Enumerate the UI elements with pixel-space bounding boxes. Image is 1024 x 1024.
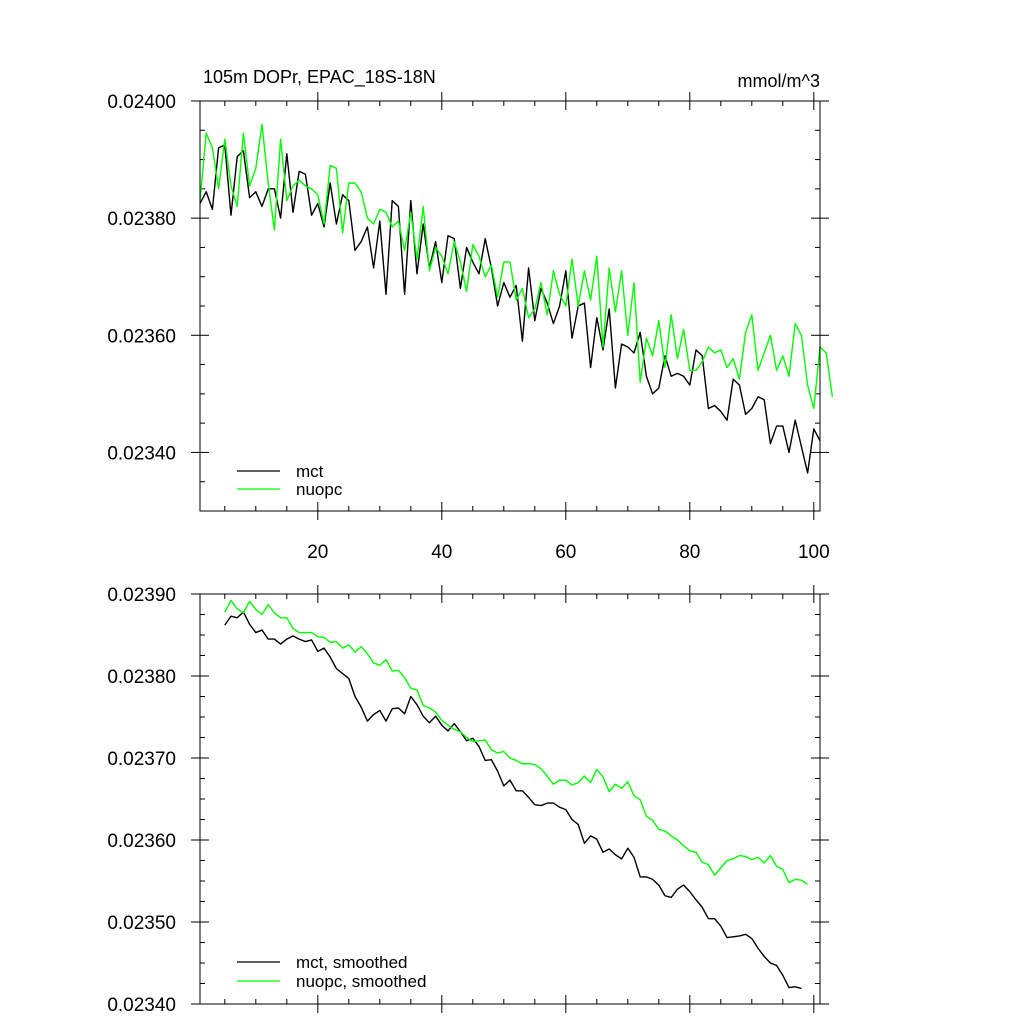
bottom-y-tick-label: 0.02350 <box>107 913 176 934</box>
legend-label-nuopc-smoothed: nuopc, smoothed <box>296 972 426 991</box>
top-panel: 105m DOPr, EPAC_18S-18N mmol/m^3 20 40 60 8… <box>107 67 834 563</box>
legend-label-mct: mct <box>296 462 324 481</box>
bottom-y-tick-label: 0.02370 <box>107 749 176 770</box>
top-y-tick-label: 0.02400 <box>107 92 176 113</box>
top-series-line-mct <box>199 144 821 474</box>
bottom-legend: mct, smoothed nuopc, smoothed <box>237 953 426 991</box>
legend-label-mct-smoothed: mct, smoothed <box>296 953 408 972</box>
bottom-series-line-mct-smoothed <box>224 611 802 990</box>
top-x-tick-label: 40 <box>431 542 452 563</box>
top-x-tick-label: 100 <box>798 542 830 563</box>
top-panel-title-right: mmol/m^3 <box>738 71 820 91</box>
top-x-tick-label: 20 <box>307 542 328 563</box>
top-series-line-nuopc <box>199 123 834 410</box>
bottom-plot-frame <box>199 593 821 1005</box>
top-y-tick-label: 0.02360 <box>107 326 176 347</box>
bottom-y-tick-label: 0.02360 <box>107 831 176 852</box>
top-x-tick-label: 60 <box>555 542 576 563</box>
bottom-series-line-nuopc-smoothed <box>224 599 808 885</box>
top-panel-title-left: 105m DOPr, EPAC_18S-18N <box>203 67 436 88</box>
bottom-y-tick-label: 0.02390 <box>107 585 176 606</box>
bottom-y-tick-label: 0.02340 <box>107 995 176 1016</box>
top-plot-frame <box>199 100 821 512</box>
legend-label-nuopc: nuopc <box>296 480 343 499</box>
top-y-tick-label: 0.02380 <box>107 209 176 230</box>
top-x-tick-label: 80 <box>679 542 700 563</box>
bottom-panel: 0.02340 0.02350 0.02360 0.02370 0.02380 0.023… <box>107 585 829 1016</box>
bottom-y-tick-label: 0.02380 <box>107 667 176 688</box>
top-y-tick-label: 0.02340 <box>107 443 176 464</box>
top-legend: mct nuopc <box>237 462 343 499</box>
